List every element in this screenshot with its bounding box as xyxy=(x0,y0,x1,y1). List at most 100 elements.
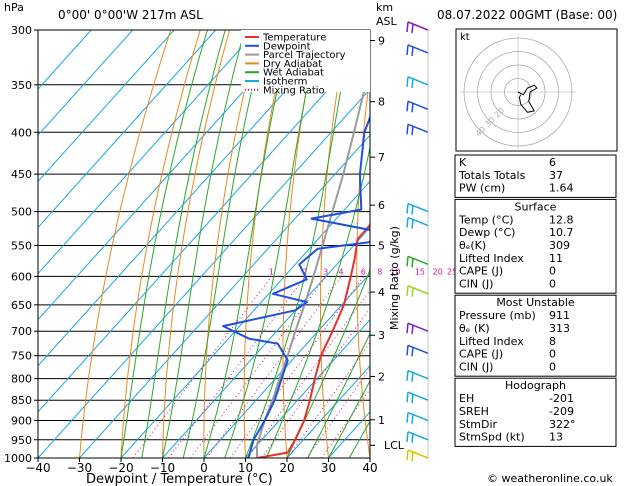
km-tick-label: 9 xyxy=(378,35,385,48)
mixing-ratio-label: 25 xyxy=(447,267,457,276)
wind-barb xyxy=(407,285,429,295)
mixing-ratio-label: 15 xyxy=(415,267,425,276)
km-tick-label: 5 xyxy=(378,239,385,252)
legend-label: Isotherm xyxy=(263,77,307,88)
surface-value: 12.8 xyxy=(549,213,574,226)
legend-label: Mixing Ratio xyxy=(263,85,325,96)
lcl-label: LCL xyxy=(384,439,405,452)
wet-adiabat xyxy=(328,379,370,458)
legend-label: Dry Adiabat xyxy=(263,59,322,70)
most-unstable-label: Pressure (mb) xyxy=(459,309,536,322)
indices-label: K xyxy=(459,156,467,169)
mixing-ratio-label: 3 xyxy=(323,267,328,276)
grid-lines xyxy=(38,30,453,458)
pressure-tick-label: 800 xyxy=(11,373,32,386)
wind-barb-flag xyxy=(406,203,409,214)
hodograph-table-box xyxy=(454,377,617,447)
km-tick-label: 3 xyxy=(378,329,385,342)
dry-adiabat xyxy=(320,30,348,458)
temp-tick-label: −20 xyxy=(108,461,133,475)
hodograph-table-label: StmSpd (kt) xyxy=(459,431,525,444)
pressure-tick-label: 1000 xyxy=(4,452,32,465)
stats-table: K 6 Totals Totals 37 PW (cm) 1.64 SurfaceTemp … xyxy=(454,154,617,447)
pressure-tick-label: 550 xyxy=(11,239,32,252)
wind-barb xyxy=(407,344,429,355)
wind-barb-flag xyxy=(406,256,409,267)
isotherm xyxy=(38,30,134,136)
km-tick-label: 6 xyxy=(378,199,385,212)
wind-barb-flag xyxy=(411,347,414,357)
km-tick-label: 2 xyxy=(378,370,385,383)
most-unstable-value: 313 xyxy=(549,322,570,335)
hodograph-table-title: Hodograph xyxy=(505,379,566,392)
wind-barb xyxy=(407,76,429,86)
temp-tick-label: −30 xyxy=(67,461,92,475)
isotherm xyxy=(38,30,300,321)
indices-value: 37 xyxy=(549,169,563,182)
wind-barb xyxy=(407,411,429,422)
wind-barb-flag xyxy=(411,23,414,34)
wet-adiabat xyxy=(162,30,246,458)
hodograph-trace xyxy=(517,84,538,113)
wind-barb-flag xyxy=(406,124,409,135)
indices-label: Totals Totals xyxy=(458,169,526,182)
wind-barb-flag xyxy=(411,287,414,297)
wet-adiabat xyxy=(182,30,267,458)
pressure-tick-label: 600 xyxy=(11,270,32,283)
km-tick-label: 8 xyxy=(378,96,385,109)
pressure-tick-label: 350 xyxy=(11,79,32,92)
surface-label: Lifted Index xyxy=(459,252,524,265)
hodograph-table-value: -209 xyxy=(549,405,574,418)
surface-label: Temp (°C) xyxy=(458,213,514,226)
most-unstable-value: 911 xyxy=(549,309,570,322)
wet-adiabat xyxy=(265,144,370,458)
temp-tick-label: 10 xyxy=(238,461,253,475)
surface-value: 10.7 xyxy=(549,226,574,239)
wind-barb-flag xyxy=(411,205,414,215)
legend-label: Parcel Trajectory xyxy=(263,50,346,61)
legend-label: Dewpoint xyxy=(263,41,311,52)
most-unstable-value: 0 xyxy=(549,360,556,373)
wind-barb-flag xyxy=(406,412,409,423)
most-unstable-value: 0 xyxy=(549,348,556,361)
wet-adiabat xyxy=(307,332,370,458)
dry-adiabat xyxy=(79,30,172,458)
dry-adiabat xyxy=(282,30,319,458)
surface-value: 11 xyxy=(549,252,563,265)
mixing-ratio-label: 10 xyxy=(390,267,400,276)
isotherm xyxy=(38,30,175,183)
pressure-tick-label: 500 xyxy=(11,206,32,219)
hodograph-table-label: EH xyxy=(459,392,474,405)
wind-barb-flag xyxy=(406,217,409,228)
wind-barb-flag xyxy=(406,431,409,442)
isotherm xyxy=(38,30,258,275)
hodograph-frame xyxy=(455,28,618,152)
pressure-unit: hPa xyxy=(4,1,24,14)
wind-barb-flag xyxy=(411,394,414,404)
hodograph-unit: kt xyxy=(460,32,470,43)
most-unstable-label: Lifted Index xyxy=(459,335,524,348)
datetime-title: 08.07.2022 00GMT (Base: 00) xyxy=(437,8,617,22)
temp-tick-label: 30 xyxy=(321,461,336,475)
temp-tick-label: 0 xyxy=(200,461,208,475)
surface-title: Surface xyxy=(515,200,557,213)
wet-adiabat xyxy=(286,268,370,458)
km-unit: km xyxy=(376,1,393,14)
indices-value: 6 xyxy=(549,156,556,169)
isotherm xyxy=(286,365,370,458)
wind-barb-flag xyxy=(411,103,414,113)
pressure-tick-label: 450 xyxy=(11,168,32,181)
temp-tick-label: −40 xyxy=(25,461,50,475)
wind-barb-flag xyxy=(406,285,409,296)
wind-barb-flag xyxy=(406,345,409,356)
dry-adiabat xyxy=(162,30,231,458)
indices-box xyxy=(454,154,617,198)
surface-value: 309 xyxy=(549,239,570,252)
hodograph-table-label: StmDir xyxy=(459,418,498,431)
dry-adiabat xyxy=(426,30,453,458)
km-tick-label: 7 xyxy=(378,151,385,164)
pressure-tick-label: 900 xyxy=(11,415,32,428)
hodograph-table-value: -201 xyxy=(549,392,574,405)
